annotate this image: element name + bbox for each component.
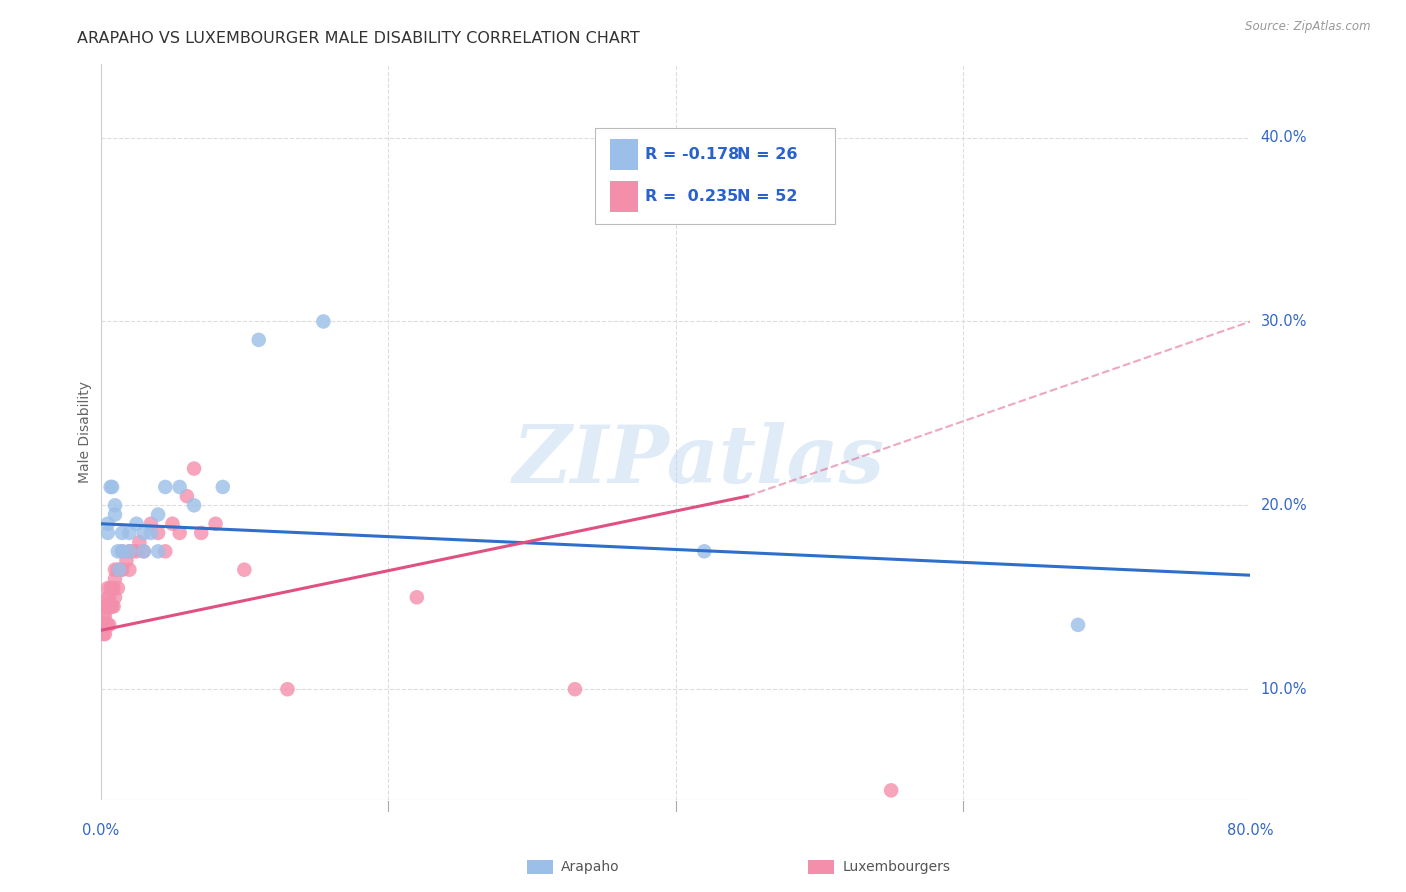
Point: [101, 599, 124, 614]
Point: [97, 618, 120, 632]
Point: [94, 599, 117, 614]
Point: [190, 525, 212, 540]
Point: [96, 618, 118, 632]
Point: [107, 544, 129, 558]
Point: [96, 599, 118, 614]
Point: [94, 608, 117, 623]
Point: [104, 508, 127, 522]
Text: N = 26: N = 26: [737, 147, 797, 162]
Point: [146, 525, 169, 540]
Point: [104, 591, 127, 605]
Point: [139, 525, 162, 540]
Point: [118, 525, 141, 540]
Point: [104, 563, 127, 577]
Point: [121, 544, 143, 558]
Text: Source: ZipAtlas.com: Source: ZipAtlas.com: [1246, 20, 1371, 33]
Point: [183, 461, 205, 475]
Text: ZIPatlas: ZIPatlas: [512, 423, 884, 500]
Point: [128, 535, 150, 549]
Text: R =  0.235: R = 0.235: [645, 189, 738, 204]
Point: [97, 516, 120, 531]
Point: [132, 544, 155, 558]
Point: [100, 480, 122, 494]
Point: [111, 544, 134, 558]
Point: [98, 599, 121, 614]
Point: [693, 544, 716, 558]
Point: [162, 516, 184, 531]
Point: [183, 499, 205, 513]
Point: [115, 553, 138, 567]
Point: [118, 563, 141, 577]
Point: [101, 581, 124, 595]
Point: [146, 508, 169, 522]
Point: [125, 516, 148, 531]
Point: [103, 581, 125, 595]
Point: [108, 563, 131, 577]
Y-axis label: Male Disability: Male Disability: [79, 381, 93, 483]
Point: [104, 572, 127, 586]
Text: 40.0%: 40.0%: [1261, 130, 1308, 145]
Text: Arapaho: Arapaho: [561, 860, 620, 874]
Point: [97, 591, 120, 605]
Point: [880, 783, 903, 797]
Point: [132, 525, 155, 540]
Point: [155, 544, 177, 558]
Point: [111, 525, 134, 540]
Point: [111, 544, 134, 558]
Point: [118, 544, 141, 558]
Point: [176, 489, 198, 503]
Text: R = -0.178: R = -0.178: [645, 147, 740, 162]
Point: [93, 618, 115, 632]
Point: [98, 591, 121, 605]
Point: [98, 618, 121, 632]
Point: [107, 581, 129, 595]
Text: Luxembourgers: Luxembourgers: [842, 860, 950, 874]
Text: 80.0%: 80.0%: [1227, 823, 1274, 838]
Text: ARAPAHO VS LUXEMBOURGER MALE DISABILITY CORRELATION CHART: ARAPAHO VS LUXEMBOURGER MALE DISABILITY …: [77, 31, 640, 46]
Point: [155, 480, 177, 494]
Point: [103, 599, 125, 614]
Text: N = 52: N = 52: [737, 189, 797, 204]
Text: 20.0%: 20.0%: [1261, 498, 1308, 513]
Point: [125, 544, 148, 558]
Point: [94, 627, 117, 641]
Point: [664, 167, 686, 181]
Point: [233, 563, 256, 577]
Point: [101, 480, 124, 494]
Point: [107, 563, 129, 577]
Point: [93, 608, 115, 623]
Point: [405, 591, 427, 605]
Point: [169, 525, 191, 540]
Point: [93, 627, 115, 641]
Point: [1067, 618, 1090, 632]
Point: [146, 544, 169, 558]
Point: [169, 480, 191, 494]
Point: [564, 682, 586, 697]
Point: [104, 499, 127, 513]
Point: [97, 581, 120, 595]
Text: 0.0%: 0.0%: [82, 823, 120, 838]
Text: 10.0%: 10.0%: [1261, 681, 1308, 697]
Point: [100, 581, 122, 595]
Point: [97, 525, 120, 540]
Point: [211, 480, 233, 494]
Point: [97, 599, 120, 614]
Point: [111, 563, 134, 577]
Point: [276, 682, 298, 697]
Point: [247, 333, 270, 347]
Point: [139, 516, 162, 531]
Point: [110, 563, 132, 577]
Point: [118, 544, 141, 558]
Text: 30.0%: 30.0%: [1261, 314, 1308, 329]
Point: [132, 544, 155, 558]
Point: [204, 516, 226, 531]
Point: [100, 599, 122, 614]
Point: [94, 618, 117, 632]
Point: [312, 314, 335, 328]
